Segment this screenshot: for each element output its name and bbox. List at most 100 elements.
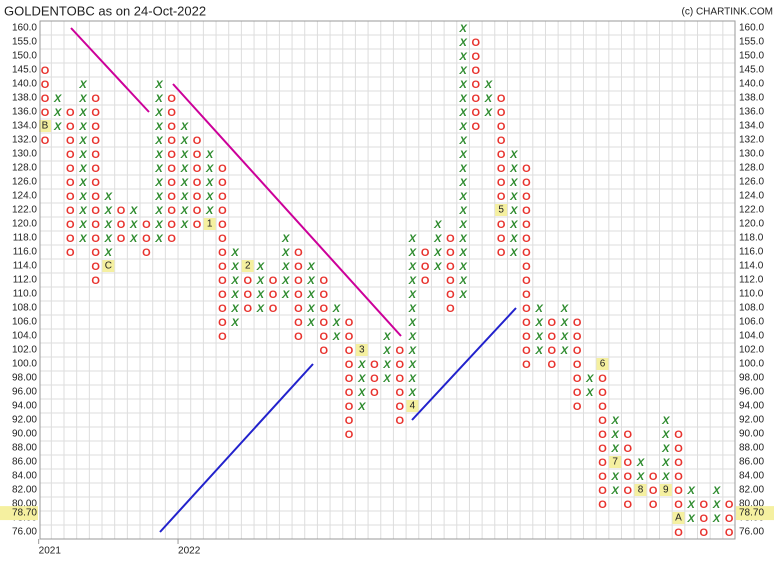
pf-column: XXX — [129, 205, 138, 245]
pf-box: O — [91, 121, 100, 133]
pf-box: O — [218, 191, 227, 203]
pf-box: O — [142, 247, 151, 259]
pf-column: OOO — [117, 205, 126, 245]
pf-box: O — [573, 359, 582, 371]
pf-box: X — [154, 205, 163, 217]
last-price-box — [0, 506, 38, 521]
y-tick-label: 112.0 — [13, 275, 38, 286]
pf-box: O — [66, 177, 75, 189]
pf-box: O — [117, 219, 126, 231]
pf-box: X — [205, 205, 214, 217]
month-marker-box — [495, 204, 508, 216]
pf-box: O — [649, 471, 658, 483]
pf-box: X — [408, 261, 417, 273]
y-tick-label: 90.00 — [12, 429, 37, 440]
pf-box: X — [230, 303, 239, 315]
pf-box: O — [218, 219, 227, 231]
pf-box: O — [497, 177, 506, 189]
pf-box: O — [294, 317, 303, 329]
pf-column: OOO — [142, 219, 151, 259]
pf-box: O — [345, 317, 354, 329]
pf-box: O — [41, 79, 50, 91]
pf-box: O — [370, 373, 379, 385]
pf-box: X — [458, 289, 467, 301]
last-price-box-right — [736, 506, 774, 521]
pf-box: O — [41, 93, 50, 105]
pf-box: O — [193, 219, 202, 231]
pf-box: O — [598, 401, 607, 413]
y-tick-label-right: 84.00 — [739, 471, 764, 482]
pf-box: O — [522, 205, 531, 217]
y-tick-label: 76.00 — [12, 527, 37, 538]
y-tick-label: 88.00 — [12, 443, 37, 454]
plot-frame — [39, 20, 736, 540]
pf-box: O — [674, 471, 683, 483]
month-marker-box — [659, 484, 672, 496]
pf-box: X — [509, 177, 518, 189]
pf-box: X — [458, 191, 467, 203]
pf-box: X — [205, 163, 214, 175]
pf-box: O — [497, 107, 506, 119]
pf-box: X — [230, 247, 239, 259]
pf-box: X — [154, 79, 163, 91]
pf-box: O — [522, 303, 531, 315]
pf-box: X — [205, 177, 214, 189]
pf-box: X — [509, 149, 518, 161]
pf-box: O — [446, 247, 455, 259]
pf-box: X — [661, 457, 670, 469]
pf-box: O — [218, 261, 227, 273]
pf-box: X — [509, 219, 518, 231]
pf-box: O — [91, 205, 100, 217]
pf-box: X — [357, 373, 366, 385]
pf-box: X — [281, 233, 290, 245]
pf-box: X — [78, 177, 87, 189]
y-tick-label-right: 126.0 — [739, 177, 764, 188]
month-marker-box — [39, 120, 51, 132]
pf-column: XXX — [712, 485, 721, 525]
y-tick-label: 80.00 — [12, 499, 37, 510]
pf-box: O — [218, 205, 227, 217]
pf-box: O — [167, 205, 176, 217]
pf-box: X — [408, 359, 417, 371]
pf-box: X — [357, 401, 366, 413]
pf-box: X — [610, 485, 619, 497]
pf-box: O — [167, 149, 176, 161]
pf-box: O — [294, 261, 303, 273]
pf-box: X — [534, 303, 543, 315]
pf-box: X — [433, 247, 442, 259]
pf-box: O — [370, 387, 379, 399]
pf-box: O — [471, 37, 480, 49]
pf-box: X — [458, 261, 467, 273]
pf-box: X — [180, 219, 189, 231]
pf-box: X — [256, 289, 265, 301]
pf-box: O — [700, 513, 709, 525]
pf-box: X — [129, 205, 138, 217]
pf-box: X — [509, 191, 518, 203]
pf-box: X — [458, 65, 467, 77]
pf-box: X — [306, 289, 315, 301]
pf-box: X — [332, 317, 341, 329]
pf-box: O — [319, 289, 328, 301]
pf-box: X — [180, 149, 189, 161]
pf-box: X — [281, 275, 290, 287]
pf-box: O — [674, 527, 683, 539]
pf-box: O — [345, 401, 354, 413]
pf-box: X — [408, 233, 417, 245]
pf-box: X — [154, 93, 163, 105]
pf-box: O — [167, 93, 176, 105]
month-marker-box — [634, 484, 647, 496]
y-tick-label: 84.00 — [12, 471, 37, 482]
pf-box: O — [598, 443, 607, 455]
y-tick-label: 134.0 — [12, 121, 37, 132]
pf-box: O — [218, 275, 227, 287]
